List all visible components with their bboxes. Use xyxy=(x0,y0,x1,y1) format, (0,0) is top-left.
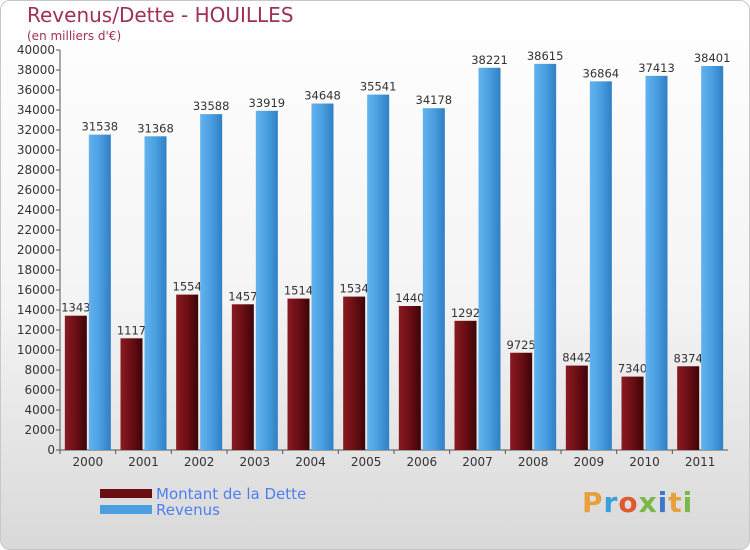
x-tick-label: 2007 xyxy=(462,455,493,469)
x-tick-label: 2003 xyxy=(240,455,271,469)
dette-value-label: 1534 xyxy=(340,282,369,296)
dette-bar xyxy=(120,338,143,450)
dette-bar xyxy=(621,376,644,450)
legend-swatch-revenus xyxy=(100,505,152,514)
x-tick-label: 2002 xyxy=(184,455,215,469)
logo-letter: o xyxy=(618,486,639,519)
legend-swatch-dette xyxy=(100,489,152,498)
dette-bar xyxy=(287,298,310,450)
dette-value-label: 1343 xyxy=(61,301,90,315)
revenus-bar xyxy=(645,75,668,451)
revenus-bar xyxy=(200,114,223,451)
x-tick-label: 2006 xyxy=(407,455,438,469)
logo-letter: x xyxy=(638,486,658,519)
proxiti-logo: Proxiti xyxy=(582,486,693,519)
revenus-value-label: 36864 xyxy=(583,66,620,80)
logo-letter: i xyxy=(657,486,669,519)
revenus-bar xyxy=(311,103,334,451)
revenus-value-label: 38221 xyxy=(471,53,508,67)
y-tick-label: 40000 xyxy=(17,43,55,57)
x-tick-label: 2005 xyxy=(351,455,382,469)
revenus-value-label: 33919 xyxy=(249,96,286,110)
revenus-bar xyxy=(255,110,278,450)
dette-bar xyxy=(64,315,87,450)
y-tick-label: 22000 xyxy=(17,223,55,237)
y-tick-label: 8000 xyxy=(24,363,55,377)
x-tick-label: 2000 xyxy=(73,455,104,469)
revenus-value-label: 38615 xyxy=(527,49,564,63)
revenus-bar xyxy=(422,108,445,450)
dette-value-label: 1457 xyxy=(228,289,257,303)
dette-value-label: 1554 xyxy=(173,280,202,294)
dette-bar xyxy=(565,365,588,450)
y-tick-label: 10000 xyxy=(17,343,55,357)
y-tick-label: 4000 xyxy=(24,403,55,417)
dette-value-label: 1117 xyxy=(117,323,146,337)
logo-letter: t xyxy=(668,486,683,519)
logo-letter: P xyxy=(582,486,604,519)
x-tick-label: 2011 xyxy=(685,455,716,469)
revenus-bar xyxy=(367,94,390,450)
x-tick-label: 2008 xyxy=(518,455,549,469)
revenus-value-label: 34648 xyxy=(304,89,341,103)
logo-letter: i xyxy=(682,486,694,519)
y-tick-label: 26000 xyxy=(17,183,55,197)
dette-bar xyxy=(231,304,254,450)
dette-bar xyxy=(677,366,700,450)
y-tick-label: 36000 xyxy=(17,83,55,97)
y-tick-label: 34000 xyxy=(17,103,55,117)
revenus-bar xyxy=(88,134,111,450)
dette-bar xyxy=(454,320,477,450)
legend-label-revenus: Revenus xyxy=(156,501,220,519)
y-tick-label: 2000 xyxy=(24,423,55,437)
dette-value-label: 1514 xyxy=(284,284,313,298)
dette-bar xyxy=(510,352,533,450)
y-tick-label: 18000 xyxy=(17,263,55,277)
revenus-value-label: 38401 xyxy=(694,51,731,65)
chart-title: Revenus/Dette - HOUILLES xyxy=(27,3,294,27)
revenus-value-label: 35541 xyxy=(360,80,397,94)
logo-letter: r xyxy=(603,486,619,519)
revenus-bar xyxy=(589,81,612,451)
y-tick-label: 24000 xyxy=(17,203,55,217)
revenus-bar xyxy=(478,67,501,450)
revenus-bar xyxy=(701,65,724,451)
y-tick-label: 0 xyxy=(47,443,55,457)
y-tick-label: 28000 xyxy=(17,163,55,177)
y-tick-label: 12000 xyxy=(17,323,55,337)
y-tick-label: 6000 xyxy=(24,383,55,397)
dette-value-label: 1292 xyxy=(451,306,480,320)
dette-bar xyxy=(176,294,199,450)
y-tick-label: 38000 xyxy=(17,63,55,77)
x-tick-label: 2004 xyxy=(295,455,326,469)
x-tick-label: 2010 xyxy=(629,455,660,469)
dette-value-label: 8374 xyxy=(674,351,703,365)
dette-value-label: 9725 xyxy=(507,338,536,352)
revenus-value-label: 34178 xyxy=(416,93,453,107)
revenus-value-label: 37413 xyxy=(638,61,675,75)
revenus-value-label: 31368 xyxy=(137,121,174,135)
chart-subtitle: (en milliers d'€) xyxy=(27,29,122,43)
x-tick-label: 2009 xyxy=(574,455,605,469)
y-tick-label: 14000 xyxy=(17,303,55,317)
revenus-bar xyxy=(144,136,167,450)
revenus-value-label: 33588 xyxy=(193,99,230,113)
y-tick-label: 30000 xyxy=(17,143,55,157)
revenus-value-label: 31538 xyxy=(82,120,119,134)
dette-bar xyxy=(343,296,366,450)
x-tick-label: 2001 xyxy=(128,455,159,469)
dette-value-label: 1440 xyxy=(395,291,424,305)
y-tick-label: 16000 xyxy=(17,283,55,297)
y-tick-label: 20000 xyxy=(17,243,55,257)
dette-bar xyxy=(398,306,421,450)
revenus-bar xyxy=(534,63,557,450)
dette-value-label: 8442 xyxy=(562,351,591,365)
legend-label-dette: Montant de la Dette xyxy=(156,485,307,503)
y-tick-label: 32000 xyxy=(17,123,55,137)
dette-value-label: 7340 xyxy=(618,362,647,376)
